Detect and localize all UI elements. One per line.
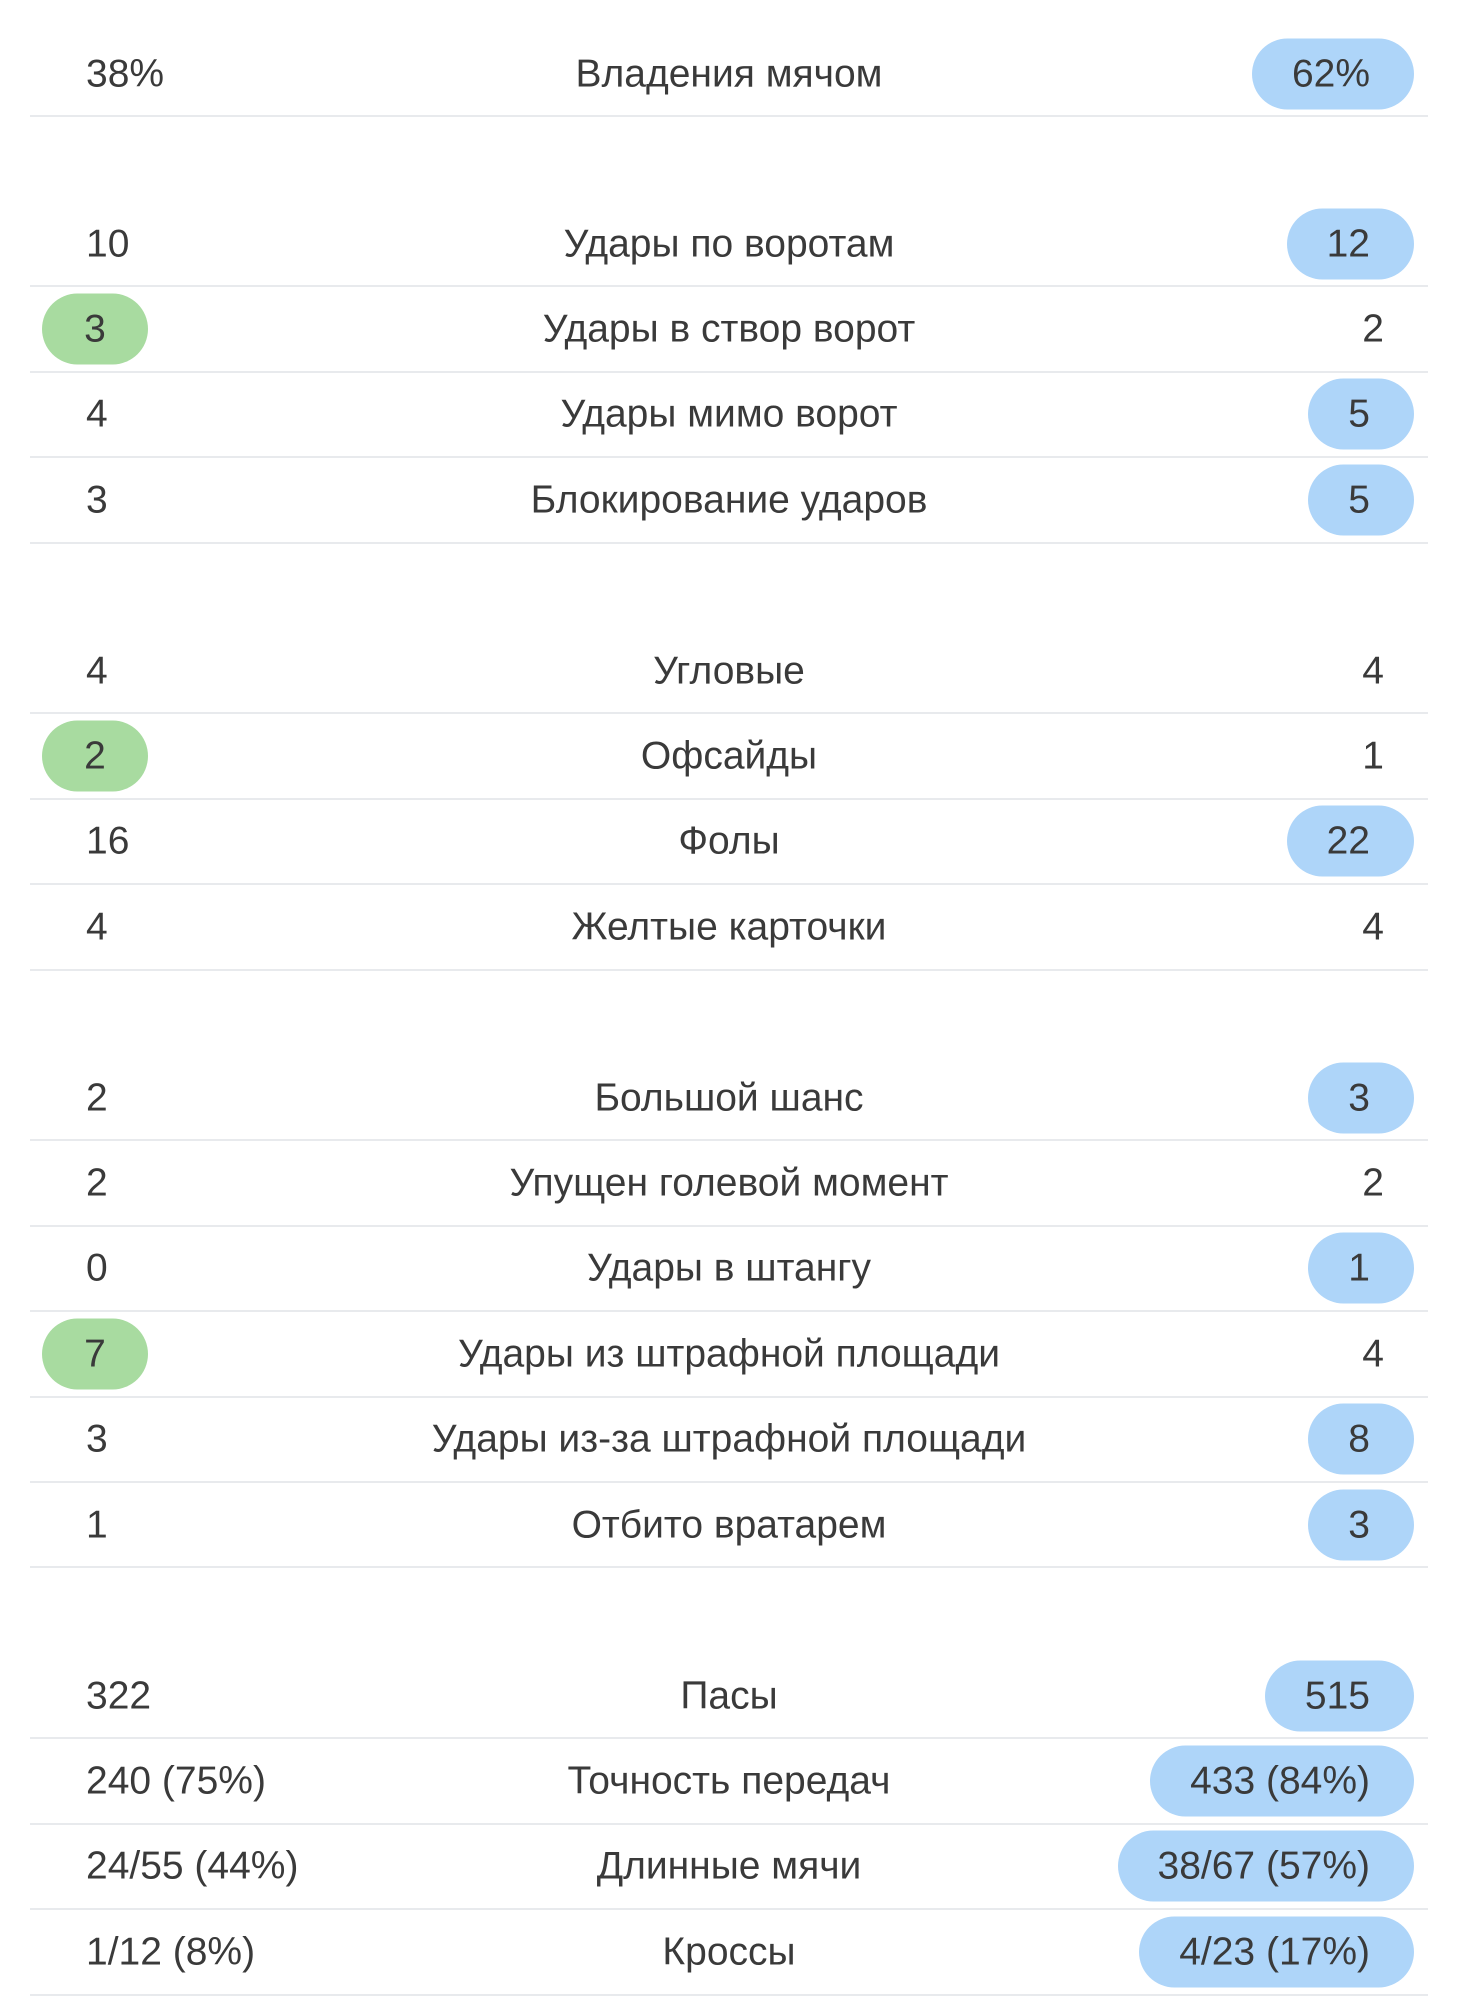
away-value: 2: [1362, 307, 1384, 351]
away-value: 2: [1362, 1161, 1384, 1205]
home-value: 1/12 (8%): [86, 1930, 256, 1974]
stat-row: 2 Большой шанс 3: [30, 1056, 1428, 1142]
away-value-highlight: 38/67 (57%): [1117, 1830, 1414, 1902]
away-value-highlight: 5: [1308, 464, 1414, 536]
home-value: 3: [86, 1417, 108, 1461]
stat-row: 240 (75%) Точность передач 433 (84%): [30, 1739, 1428, 1825]
home-value: 4: [86, 905, 108, 949]
home-value: 16: [86, 819, 130, 863]
stat-label: Удары мимо ворот: [560, 392, 898, 436]
home-value-highlight: 7: [42, 1318, 148, 1390]
stat-row: 16 Фолы 22: [30, 800, 1428, 886]
stat-row: 322 Пасы 515: [30, 1654, 1428, 1740]
stat-row: 4 Угловые 4: [30, 629, 1428, 715]
stat-group-passing: 322 Пасы 515 240 (75%) Точность передач …: [30, 1654, 1428, 1996]
away-value-highlight: 12: [1286, 208, 1414, 280]
stat-label: Удары по воротам: [563, 222, 895, 266]
home-value: 240 (75%): [86, 1759, 266, 1803]
home-value: 2: [86, 1076, 108, 1120]
away-value-highlight: 515: [1264, 1660, 1414, 1732]
stat-group-shots: 10 Удары по воротам 12 3 Удары в створ в…: [30, 202, 1428, 544]
stat-group-possession: 38% Владения мячом 62%: [30, 32, 1428, 118]
stat-group-chances: 2 Большой шанс 3 2 Упущен голевой момент…: [30, 1056, 1428, 1569]
away-value-highlight: 8: [1308, 1403, 1414, 1475]
away-value-highlight: 3: [1308, 1062, 1414, 1134]
away-value-highlight: 62%: [1251, 38, 1414, 110]
stat-label: Угловые: [653, 649, 805, 693]
stat-row: 4 Желтые карточки 4: [30, 885, 1428, 971]
away-value-highlight: 22: [1286, 805, 1414, 877]
away-value: 4: [1362, 1332, 1384, 1376]
away-value: 4: [1362, 649, 1384, 693]
stat-label: Большой шанс: [594, 1076, 864, 1120]
stat-row: 3 Блокирование ударов 5: [30, 458, 1428, 544]
away-value: 4: [1362, 905, 1384, 949]
home-value-highlight: 2: [42, 720, 148, 792]
stat-row: 2 Упущен голевой момент 2: [30, 1141, 1428, 1227]
home-value: 0: [86, 1246, 108, 1290]
away-value-highlight: 3: [1308, 1489, 1414, 1561]
stat-row: 3 Удары в створ ворот 2: [30, 287, 1428, 373]
stat-label: Фолы: [678, 819, 780, 863]
away-value-highlight: 1: [1308, 1232, 1414, 1304]
stat-row: 1/12 (8%) Кроссы 4/23 (17%): [30, 1910, 1428, 1996]
home-value: 1: [86, 1503, 108, 1547]
stat-row: 2 Офсайды 1: [30, 714, 1428, 800]
stat-row: 10 Удары по воротам 12: [30, 202, 1428, 288]
stat-row: 4 Удары мимо ворот 5: [30, 373, 1428, 459]
stat-label: Отбито вратарем: [571, 1503, 887, 1547]
stat-label: Упущен голевой момент: [509, 1161, 949, 1205]
away-value-highlight: 4/23 (17%): [1139, 1916, 1414, 1988]
stat-label: Удары в штангу: [587, 1246, 871, 1290]
stat-row: 7 Удары из штрафной площади 4: [30, 1312, 1428, 1398]
away-value: 1: [1362, 734, 1384, 778]
stat-label: Офсайды: [640, 734, 818, 778]
stat-label: Удары из-за штрафной площади: [431, 1417, 1027, 1461]
stat-label: Желтые карточки: [571, 905, 887, 949]
home-value: 24/55 (44%): [86, 1844, 299, 1888]
home-value: 2: [86, 1161, 108, 1205]
home-value: 38%: [86, 52, 165, 96]
home-value: 3: [86, 478, 108, 522]
stat-row: 3 Удары из-за штрафной площади 8: [30, 1398, 1428, 1483]
stat-label: Владения мячом: [575, 52, 883, 96]
stat-row: 1 Отбито вратарем 3: [30, 1483, 1428, 1569]
stat-label: Пасы: [680, 1674, 778, 1718]
home-value: 322: [86, 1674, 152, 1718]
stat-label: Удары в створ ворот: [542, 307, 916, 351]
stat-row: 0 Удары в штангу 1: [30, 1227, 1428, 1313]
stat-row: 24/55 (44%) Длинные мячи 38/67 (57%): [30, 1825, 1428, 1911]
away-value-highlight: 5: [1308, 378, 1414, 450]
stat-label: Удары из штрафной площади: [457, 1332, 1001, 1376]
home-value-highlight: 3: [42, 293, 148, 365]
stat-group-discipline: 4 Угловые 4 2 Офсайды 1 16 Фолы 22 4 Жел…: [30, 629, 1428, 971]
home-value: 4: [86, 392, 108, 436]
away-value-highlight: 433 (84%): [1150, 1745, 1414, 1817]
home-value: 4: [86, 649, 108, 693]
stat-row: 38% Владения мячом 62%: [30, 32, 1428, 118]
home-value: 10: [86, 222, 130, 266]
stat-label: Блокирование ударов: [530, 478, 928, 522]
